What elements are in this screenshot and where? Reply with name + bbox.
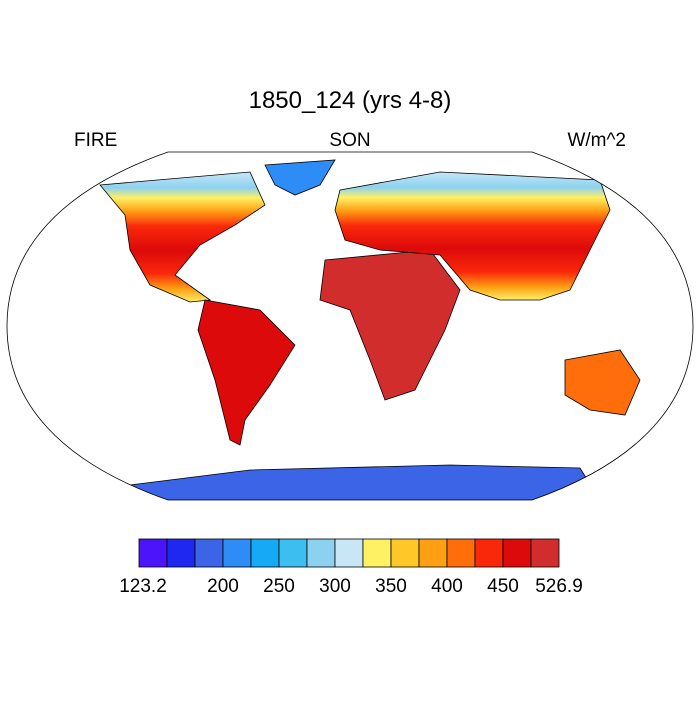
colorbar-box: [446, 538, 476, 568]
continents: [99, 159, 641, 500]
colorbar-box: [362, 538, 392, 568]
colorbar-label: 526.9: [535, 576, 583, 597]
eurasia: [334, 171, 611, 301]
australia: [564, 349, 641, 416]
left-label: FIRE: [74, 130, 117, 151]
title: 1850_124 (yrs 4-8): [249, 87, 452, 114]
units-label: W/m^2: [567, 130, 626, 151]
north-america: [99, 171, 266, 303]
colorbar-box: [334, 538, 364, 568]
colorbar-label: 350: [375, 576, 407, 597]
colorbar-label: 300: [319, 576, 351, 597]
colorbar-label: 450: [487, 576, 519, 597]
map-frame: [6, 151, 694, 501]
colorbar-box: [418, 538, 448, 568]
greenland: [264, 159, 336, 196]
antarctica: [99, 464, 601, 500]
colorbar-box: [474, 538, 504, 568]
south-america: [197, 299, 296, 446]
colorbar-box: [306, 538, 336, 568]
colorbar-box: [222, 538, 252, 568]
colorbar-label: 400: [431, 576, 463, 597]
colorbar: 123.2 200 250 300 350 400 450 526.9: [119, 538, 583, 597]
africa: [319, 249, 461, 401]
colorbar-box: [390, 538, 420, 568]
colorbar-box: [250, 538, 280, 568]
season-label: SON: [329, 130, 370, 151]
colorbar-box: [166, 538, 196, 568]
colorbar-box: [530, 538, 560, 568]
colorbar-box: [194, 538, 224, 568]
colorbar-label: 250: [263, 576, 295, 597]
colorbar-box: [278, 538, 308, 568]
colorbar-box: [502, 538, 532, 568]
colorbar-label: 200: [207, 576, 239, 597]
colorbar-label: 123.2: [119, 576, 167, 597]
colorbar-box: [138, 538, 168, 568]
